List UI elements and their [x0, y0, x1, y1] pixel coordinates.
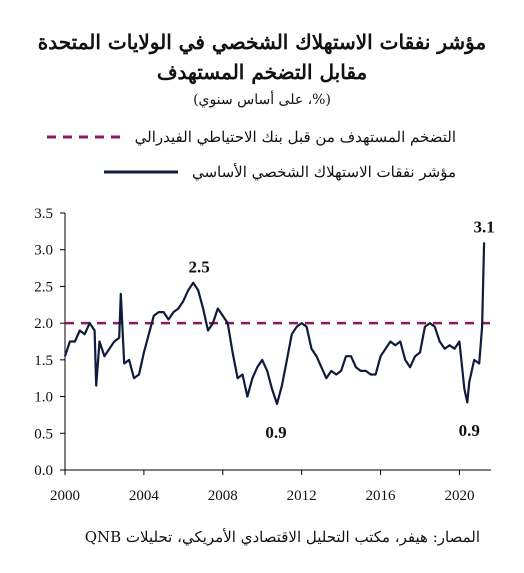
chart-title-line2: مقابل التضخم المستهدف	[156, 60, 368, 84]
y-tick-label: 3.0	[34, 243, 53, 259]
y-tick-label: 0.5	[34, 426, 53, 442]
legend-label-pce: مؤشر نفقات الاستهلاك الشخصي الأساسي	[191, 163, 456, 181]
legend-item-pce: مؤشر نفقات الاستهلاك الشخصي الأساسي	[102, 163, 456, 181]
x-tick-label: 2020	[444, 488, 474, 504]
pce-line	[63, 242, 486, 405]
legend-swatch-solid	[103, 170, 178, 174]
data-label: 2.5	[188, 257, 209, 276]
legend-swatch-dashed	[46, 135, 121, 139]
x-tick-label: 2004	[129, 488, 160, 504]
chart-subtitle: (%، على أساس سنوي)	[193, 92, 331, 108]
y-tick-label: 1.5	[34, 353, 53, 369]
data-label: 0.9	[459, 421, 480, 440]
source-note: المصار: هيفر، مكتب التحليل الاقتصادي الأ…	[84, 528, 480, 546]
x-tick-label: 2000	[50, 488, 80, 504]
y-tick-label: 2.0	[34, 316, 53, 332]
y-tick-label: 0.0	[34, 463, 53, 479]
y-tick-label: 1.0	[34, 390, 53, 406]
x-tick-label: 2012	[287, 488, 317, 504]
data-label: 3.1	[473, 217, 494, 236]
chart-title-line1: مؤشر نفقات الاستهلاك الشخصي في الولايات …	[37, 30, 487, 54]
x-tick-label: 2016	[366, 488, 397, 504]
x-tick-label: 2008	[208, 488, 238, 504]
y-tick-label: 3.5	[34, 206, 53, 222]
data-label: 0.9	[265, 423, 286, 442]
legend-item-target: التضخم المستهدف من قبل بنك الاحتياطي الف…	[45, 128, 456, 146]
y-tick-label: 2.5	[34, 279, 53, 295]
legend-label-target: التضخم المستهدف من قبل بنك الاحتياطي الف…	[134, 128, 456, 146]
